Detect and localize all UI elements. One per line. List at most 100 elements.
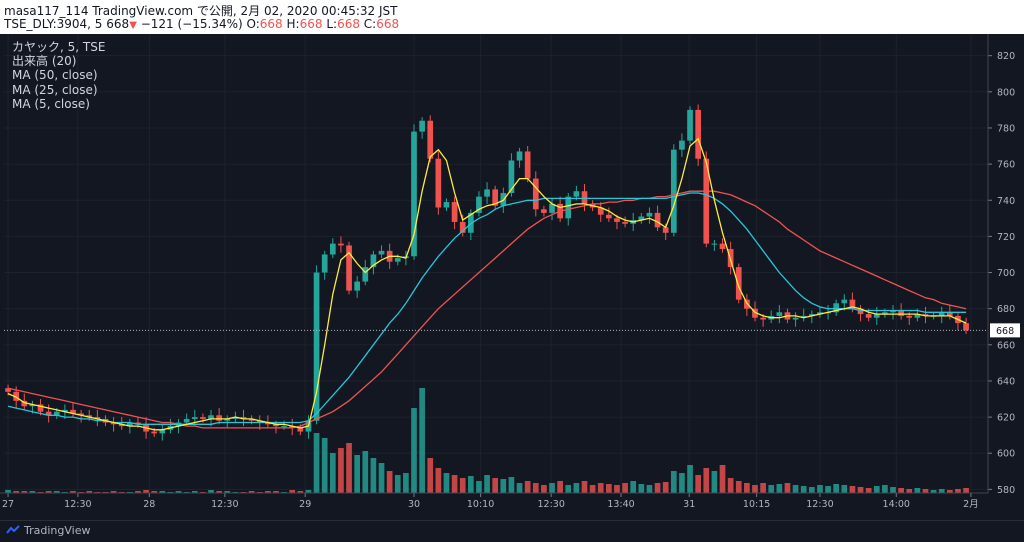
candle-body	[53, 411, 60, 416]
price-tick-label: 740	[997, 196, 1015, 207]
volume-bar	[687, 465, 693, 493]
time-tick-label: 12:30	[64, 499, 91, 510]
candle-body	[159, 429, 166, 434]
volume-bar	[175, 491, 182, 493]
candle-body	[938, 312, 945, 316]
candle-body	[711, 243, 718, 245]
candle-body	[419, 120, 425, 132]
time-tick-label: 12:30	[211, 499, 238, 510]
candle-body	[191, 417, 198, 419]
candle-body	[646, 212, 653, 217]
time-tick-label: 10:15	[743, 499, 770, 510]
volume-bar	[930, 490, 937, 493]
candle-body	[451, 202, 458, 222]
candle-body	[524, 151, 531, 179]
volume-bar	[29, 491, 36, 493]
volume-bar	[159, 491, 166, 493]
candle-body	[443, 202, 450, 208]
candle-body	[200, 417, 206, 419]
time-tick-label: 29	[299, 499, 311, 510]
axes: 580 600 620 640 660 680 700 720 740 760 780 800 820 2…	[0, 34, 1020, 510]
price-tick-label: 600	[997, 449, 1015, 460]
volume-bar	[638, 484, 645, 493]
volume-bar	[467, 476, 474, 493]
candle-body	[5, 388, 11, 392]
volume-bar	[597, 483, 604, 493]
down-arrow-icon: ▼	[129, 20, 137, 31]
candle-body	[29, 404, 36, 407]
price-tick-label: 800	[997, 87, 1015, 98]
volume-bar	[313, 433, 320, 493]
price-chart[interactable]: 580 600 620 640 660 680 700 720 740 760 780 800 820 2…	[0, 34, 1024, 520]
candle-body	[281, 426, 287, 428]
volume-bar	[110, 491, 117, 493]
candle-body	[906, 315, 913, 318]
low-value: 668	[337, 17, 360, 31]
candle-body	[21, 400, 28, 407]
candle-body	[70, 409, 76, 414]
volume-bar	[565, 485, 572, 493]
candle-body	[476, 196, 482, 213]
candle-body	[208, 415, 214, 419]
volume-bar	[427, 458, 434, 493]
volume-bar	[646, 485, 653, 493]
volume-bar	[208, 490, 214, 493]
candle-body	[273, 424, 279, 427]
candle-body	[670, 149, 677, 233]
tradingview-logo[interactable]: TradingView	[6, 524, 90, 537]
price-tick-label: 820	[997, 51, 1015, 62]
volume-bar	[955, 489, 961, 493]
candle-body	[127, 422, 133, 427]
candle-body	[240, 417, 247, 419]
candle-body	[597, 207, 604, 215]
footer: TradingView	[0, 520, 1024, 542]
time-tick-label: 12:30	[538, 499, 565, 510]
candle-body	[792, 317, 799, 320]
candle-body	[78, 413, 84, 416]
candle-body	[541, 209, 547, 213]
volume-bar	[151, 491, 158, 493]
volume-bar	[484, 475, 490, 493]
legend-ma50[interactable]: MA (50, close)	[12, 68, 98, 83]
volume-bar	[589, 485, 596, 493]
candle-body	[890, 310, 896, 313]
volume-bar	[394, 475, 401, 493]
candle-body	[735, 267, 742, 300]
candle-body	[86, 415, 93, 418]
volume-bar	[662, 482, 669, 493]
volume-bar	[890, 487, 896, 493]
volume-bar	[5, 490, 11, 493]
volume-bar	[297, 491, 304, 493]
volume-bar	[492, 478, 499, 493]
volume-bar	[451, 475, 458, 493]
volume-bar	[752, 485, 758, 493]
legend-volume[interactable]: 出来高 (20)	[12, 54, 77, 69]
moving-averages	[7, 137, 967, 431]
candle-body	[411, 131, 417, 257]
candle-body	[216, 415, 222, 421]
price-tick-label: 760	[997, 160, 1015, 171]
legend-ma25[interactable]: MA (25, close)	[12, 82, 98, 97]
candle-body	[13, 391, 20, 401]
legend-ma5[interactable]: MA (5, close)	[12, 96, 90, 111]
volume-bar	[45, 491, 52, 493]
time-tick-label: 27	[2, 499, 14, 510]
candle-body	[654, 212, 661, 228]
candle-body	[256, 420, 263, 423]
candle-body	[922, 314, 929, 316]
candle-body	[346, 245, 352, 291]
candle-body	[135, 422, 141, 425]
time-tick-label: 12:30	[806, 499, 833, 510]
volume-bar	[711, 471, 718, 493]
candle-body	[151, 431, 158, 434]
volume-bar	[679, 473, 685, 493]
ohlc-line: TSE_DLY:3904, 5 668▼ −121 (−15.34%) O:66…	[4, 17, 399, 31]
candle-body	[752, 308, 758, 318]
candle-body	[427, 120, 434, 159]
volume-bar	[516, 483, 523, 493]
volume-bar	[346, 443, 352, 493]
ma5-line	[7, 137, 967, 431]
candle-body	[516, 151, 523, 161]
volume-bar	[800, 486, 807, 493]
legend-symbol[interactable]: カヤック, 5, TSE	[12, 40, 106, 54]
